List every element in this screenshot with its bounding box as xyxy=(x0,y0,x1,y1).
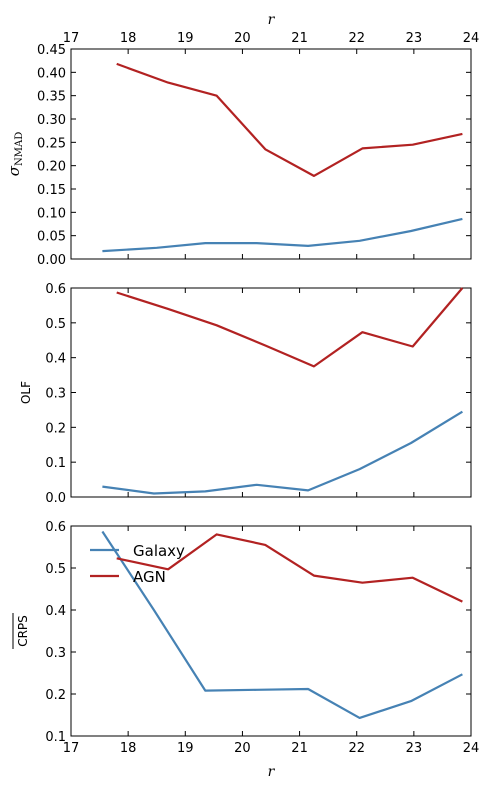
bottom-x-tick-label: 22 xyxy=(348,741,365,756)
series-line-agn xyxy=(116,287,464,368)
y-tick-label: 0.35 xyxy=(37,90,66,105)
bottom-x-tick-label: 23 xyxy=(406,741,423,756)
y-tick-label: 0.6 xyxy=(45,282,66,297)
bottom-x-tick-label: 17 xyxy=(63,741,80,756)
top-x-tick-label: 22 xyxy=(348,31,365,46)
top-x-tick-label: 21 xyxy=(291,31,308,46)
y-axis-label-symbol: σ xyxy=(5,165,23,176)
y-tick-label: 0.5 xyxy=(45,562,66,577)
y-tick-label: 0.45 xyxy=(37,43,66,58)
y-axis-label: OLF xyxy=(19,381,33,404)
legend-label-galaxy: Galaxy xyxy=(133,542,185,560)
y-axis-label: σNMAD xyxy=(5,132,25,176)
panels: 0.00 0.05 0.10 0.15 0.20 0.25 0.30 0.35 0.40 0.45… xyxy=(5,31,479,756)
legend-label-agn: AGN xyxy=(133,568,166,586)
y-tick-label: 0.0 xyxy=(45,491,66,506)
y-tick-label: 0.00 xyxy=(37,253,66,268)
series-line-galaxy xyxy=(101,530,463,720)
series-line-agn xyxy=(116,533,463,603)
series-line-agn xyxy=(116,62,463,177)
y-tick-label: 0.20 xyxy=(37,160,66,175)
y-tick-label: 0.6 xyxy=(45,520,66,535)
top-axis-label: r xyxy=(268,12,276,28)
y-tick-label: 0.30 xyxy=(37,113,66,128)
y-tick-label: 0.1 xyxy=(45,456,66,471)
bottom-x-tick-label: 24 xyxy=(463,741,480,756)
y-axis-label: CRPS xyxy=(16,615,30,647)
bottom-x-tick-label: 19 xyxy=(177,741,194,756)
bottom-axis-label: r xyxy=(268,764,276,780)
y-tick-label: 0.05 xyxy=(37,230,66,245)
y-tick-label: 0.2 xyxy=(45,688,66,703)
plot-frame xyxy=(70,287,472,498)
y-tick-label: 0.10 xyxy=(37,206,66,221)
y-tick-label: 0.40 xyxy=(37,66,66,81)
top-x-tick-label: 24 xyxy=(463,31,480,46)
panel-sigma: 0.00 0.05 0.10 0.15 0.20 0.25 0.30 0.35 0.40 0.45… xyxy=(5,31,479,268)
top-x-tick-label: 18 xyxy=(120,31,137,46)
y-tick-label: 0.4 xyxy=(45,352,66,367)
bottom-x-tick-label: 20 xyxy=(234,741,251,756)
series-line-galaxy xyxy=(102,217,463,253)
y-tick-label: 0.3 xyxy=(45,387,66,402)
y-axis-label-subscript: NMAD xyxy=(14,132,25,166)
top-x-tick-label: 17 xyxy=(63,31,80,46)
y-tick-label: 0.15 xyxy=(37,183,66,198)
top-x-tick-label: 20 xyxy=(234,31,251,46)
y-tick-label: 0.2 xyxy=(45,421,66,436)
plot-frame xyxy=(70,525,472,737)
y-tick-label: 0.25 xyxy=(37,136,66,151)
y-tick-label: 0.5 xyxy=(45,317,66,332)
panel-olf: 0.0 0.1 0.2 0.3 0.4 0.5 0.6 OLF xyxy=(19,282,472,506)
legend: Galaxy AGN xyxy=(90,542,185,586)
y-tick-label: 0.4 xyxy=(45,604,66,619)
plot-frame xyxy=(70,48,472,260)
panel-crps: 0.1 0.2 0.3 0.4 0.5 0.6 17 18 19 20 21 22 23 24 CRPS Ga… xyxy=(12,520,480,756)
series-line-galaxy xyxy=(102,410,463,495)
top-x-tick-label: 19 xyxy=(177,31,194,46)
bottom-x-tick-label: 18 xyxy=(120,741,137,756)
bottom-x-tick-label: 21 xyxy=(291,741,308,756)
y-tick-label: 0.1 xyxy=(45,730,66,745)
top-x-tick-label: 23 xyxy=(406,31,423,46)
y-tick-label: 0.3 xyxy=(45,646,66,661)
